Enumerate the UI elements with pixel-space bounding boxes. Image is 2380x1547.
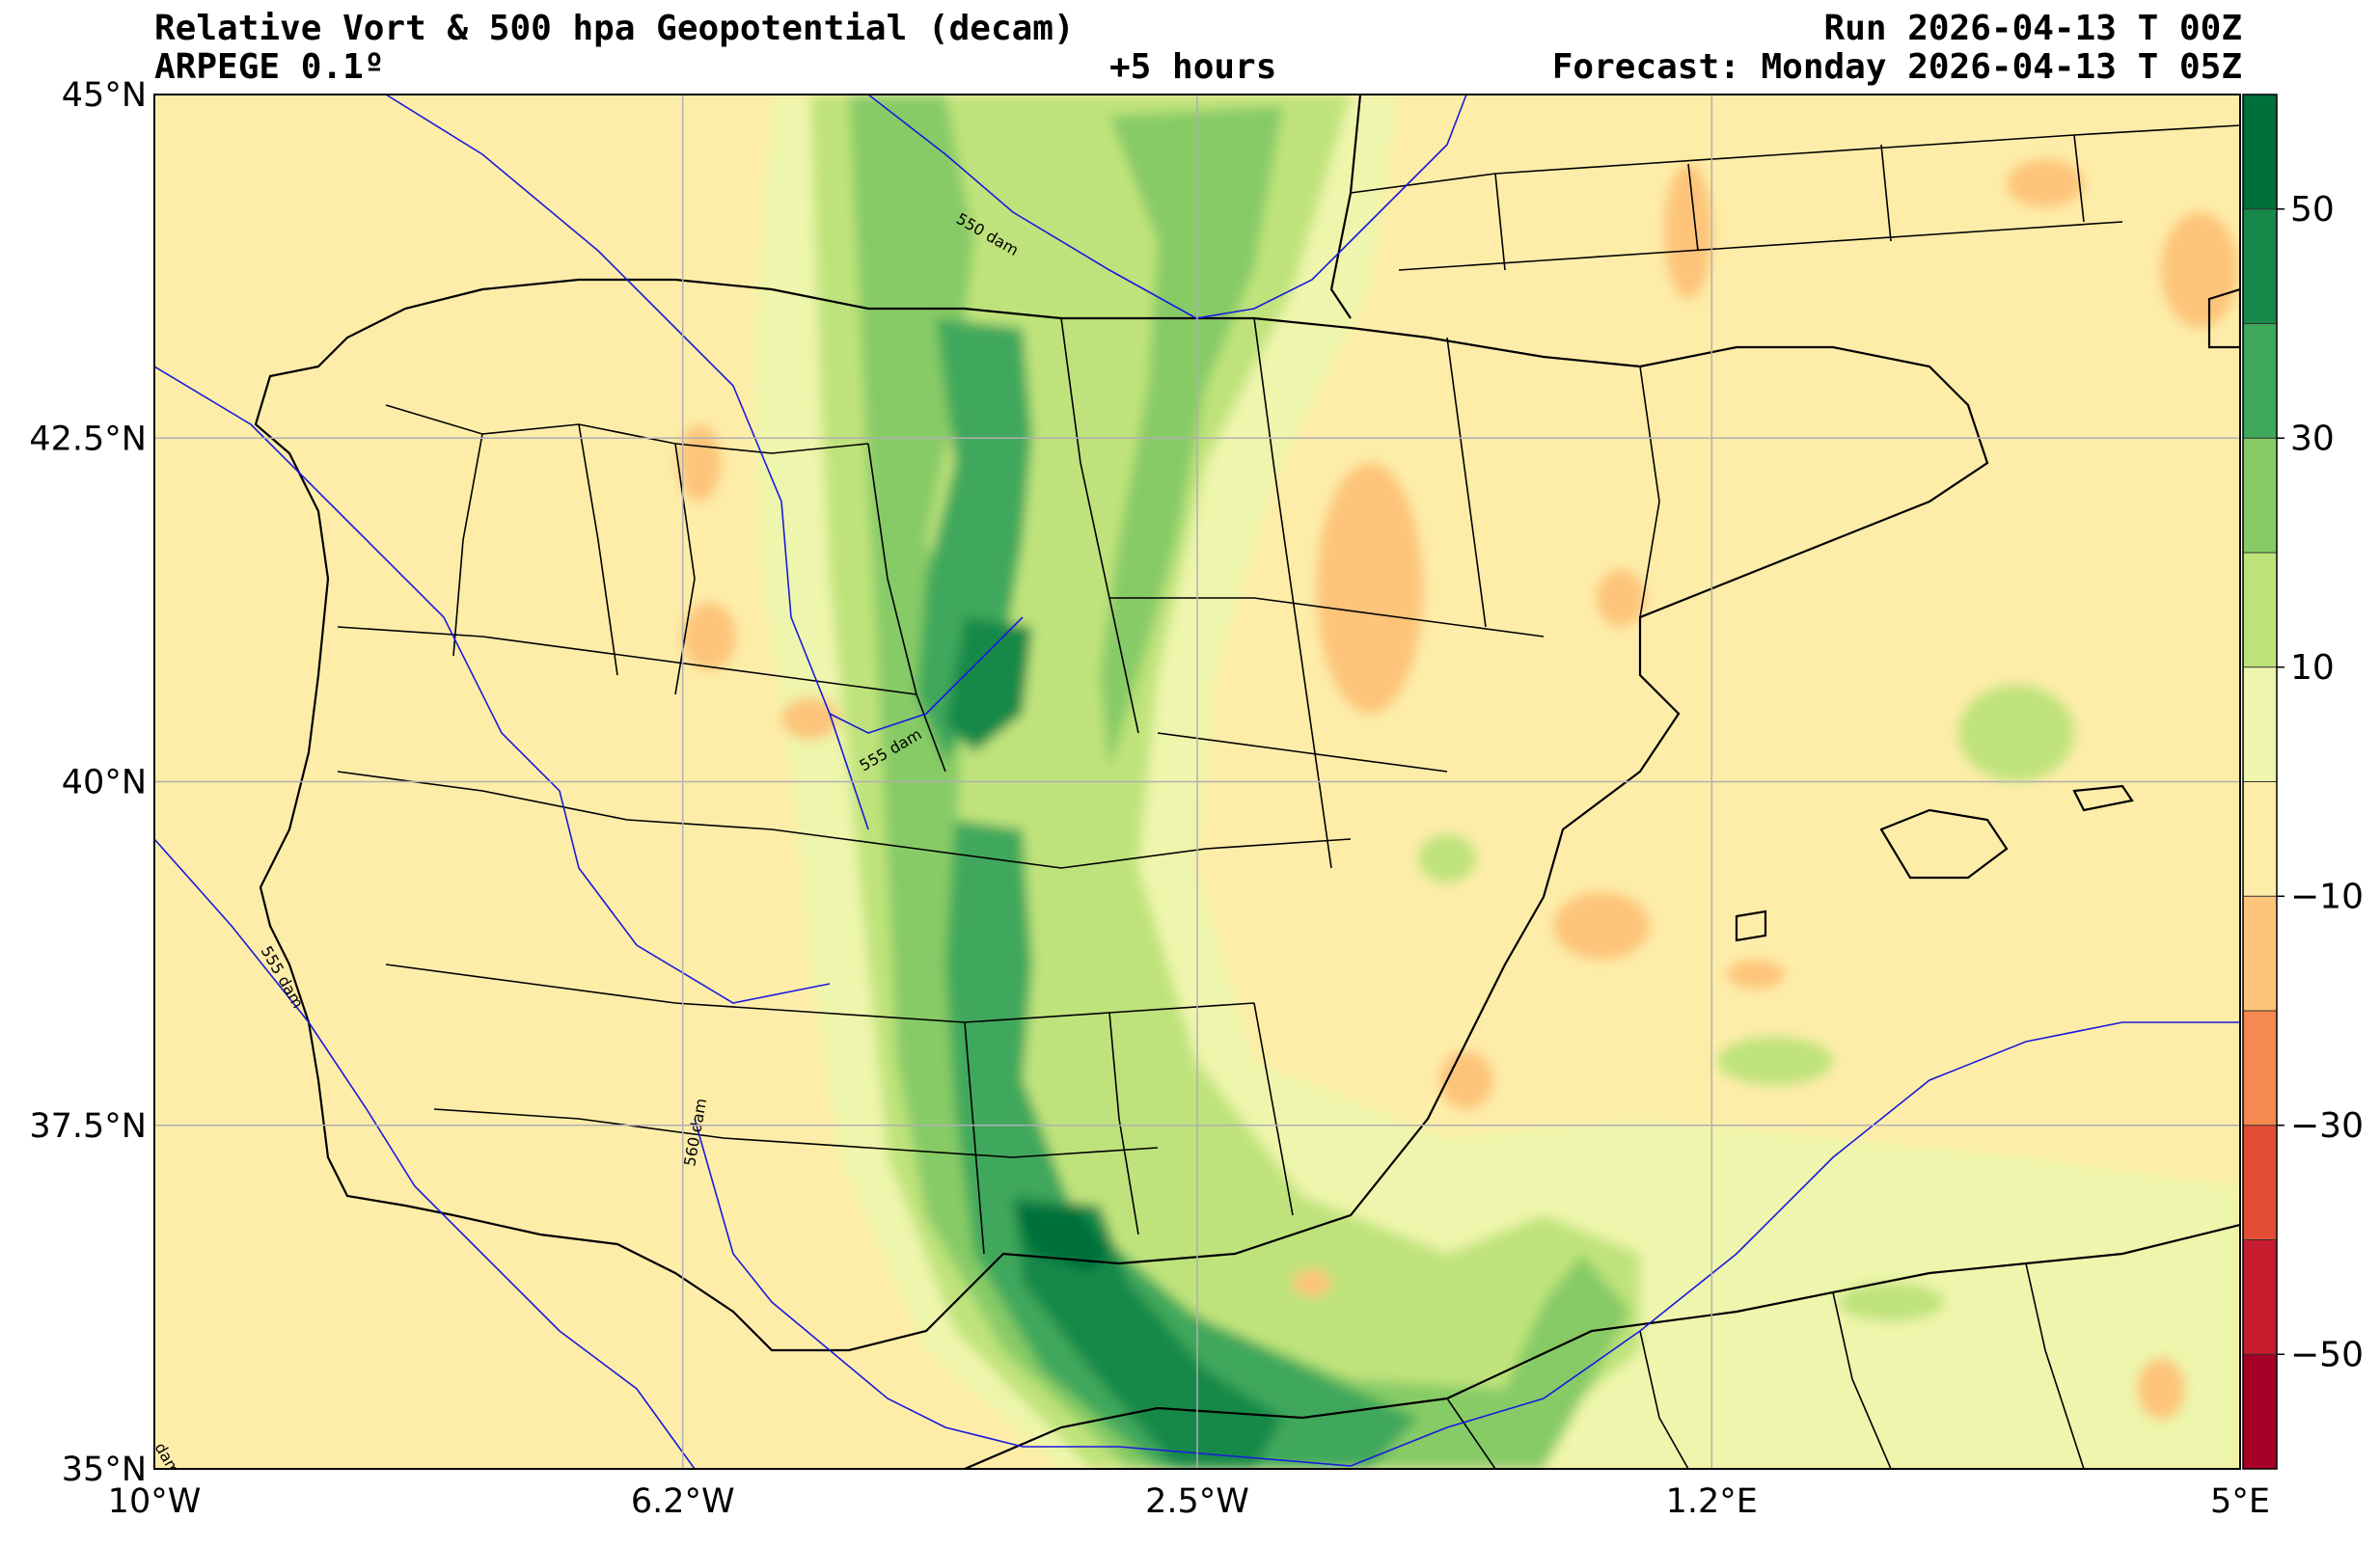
colorbar: 50 30 10 −10 −30 −50 [2242,94,2364,1470]
iberia-coastline [254,278,1989,1352]
france-borders [1350,124,2240,271]
colorbar-tick-label-3: −10 [2290,877,2364,916]
lat-tick-label-4: 35°N [62,1451,147,1489]
colorbar-band-11 [2243,1354,2277,1469]
colorbar-band-8 [2243,1011,2277,1126]
vorticity-positive-patch [1717,1037,1833,1085]
colorbar-band-6 [2243,781,2277,897]
mallorca-island [1879,808,2009,880]
geopotential-contours [154,95,2240,1469]
lon-tick-label-0: 10°W [108,1482,202,1521]
lead-time-label: +5 hours [1109,47,1277,87]
map-title: Relative Vort & 500 hpa Geopotential (de… [154,9,1075,48]
coastlines-borders [254,95,2240,1469]
colorbar-band-3 [2243,438,2277,553]
colorbar-band-10 [2243,1239,2277,1355]
menorca-island [2072,784,2134,812]
vorticity-negative-patch [1317,463,1423,714]
vorticity-band-20-30 [849,95,1630,1469]
colorbar-tick-label-2: 10 [2290,648,2335,688]
lat-tick-label-1: 42.5°N [29,420,147,458]
lat-tick-label-2: 40°N [62,764,147,802]
lon-tick-label-1: 6.2°W [631,1482,735,1521]
contour-560-line [154,838,2240,1469]
vorticity-negative-patch [1664,164,1712,299]
vorticity-positive-patch [1958,685,2074,781]
vorticity-positive-patch [1418,834,1476,882]
lon-tick-label-4: 5°E [2210,1482,2270,1521]
forecast-label: Forecast: Monday 2026-04-13 T 05Z [1551,47,2242,87]
colorbar-tick-label-5: −50 [2290,1335,2364,1374]
vorticity-negative-patch [2137,1358,2185,1420]
france-coastline [1329,95,1362,319]
vorticity-negative-patch [678,424,721,502]
lon-tick-label-3: 1.2°E [1666,1482,1758,1521]
ibiza-island [1735,909,1767,942]
province-borders [337,317,1660,1255]
contour-555-line [154,366,869,1004]
latitude-tick-labels: 45°N 42.5°N 40°N 37.5°N 35°N [29,76,147,1489]
vorticity-negative-patch [781,697,839,740]
lon-tick-label-2: 2.5°W [1145,1482,1249,1521]
vorticity-negative-patch [2007,159,2084,207]
vorticity-positive-patch [1838,1283,1944,1321]
vorticity-negative-patch [1597,569,1645,627]
sardinia-island [2207,287,2240,349]
vorticity-band-40-50 [945,617,1032,752]
vorticity-negative-patch [1553,892,1650,960]
colorbar-band-1 [2243,208,2277,324]
vorticity-negative-patch [682,603,736,670]
colorbar-tick-label-0: 50 [2290,190,2335,230]
vorticity-band-50-60 [1013,1206,1109,1273]
vorticity-negative-patch [1727,960,1785,989]
vorticity-negative-patch [2161,212,2238,328]
colorbar-band-0 [2243,95,2277,209]
colorbar-band-2 [2243,323,2277,439]
lat-tick-label-3: 37.5°N [29,1107,147,1146]
colorbar-tick-label-4: −30 [2290,1106,2364,1146]
colorbar-band-4 [2243,553,2277,667]
longitude-tick-labels: 10°W 6.2°W 2.5°W 1.2°E 5°E [108,1482,2270,1521]
colorbar-frame [2242,94,2278,1470]
model-label: ARPEGE 0.1º [154,47,385,87]
vorticity-negative-patch [1439,1051,1493,1109]
colorbar-band-9 [2243,1125,2277,1240]
run-label: Run 2026-04-13 T 00Z [1823,9,2242,48]
contour-550-line [385,95,1467,734]
colorbar-band-7 [2243,896,2277,1011]
map-frame [153,94,2241,1470]
vorticity-negative-patch [1293,1269,1331,1296]
colorbar-band-5 [2243,666,2277,782]
africa-borders [1446,1262,2085,1469]
colorbar-tick-label-1: 30 [2290,419,2335,458]
grid-lines [154,95,2240,1469]
lat-tick-label-0: 45°N [62,76,147,115]
map-plot-area: 550 dam 555 dam 555 dam 560 dam dam [154,95,2240,1469]
